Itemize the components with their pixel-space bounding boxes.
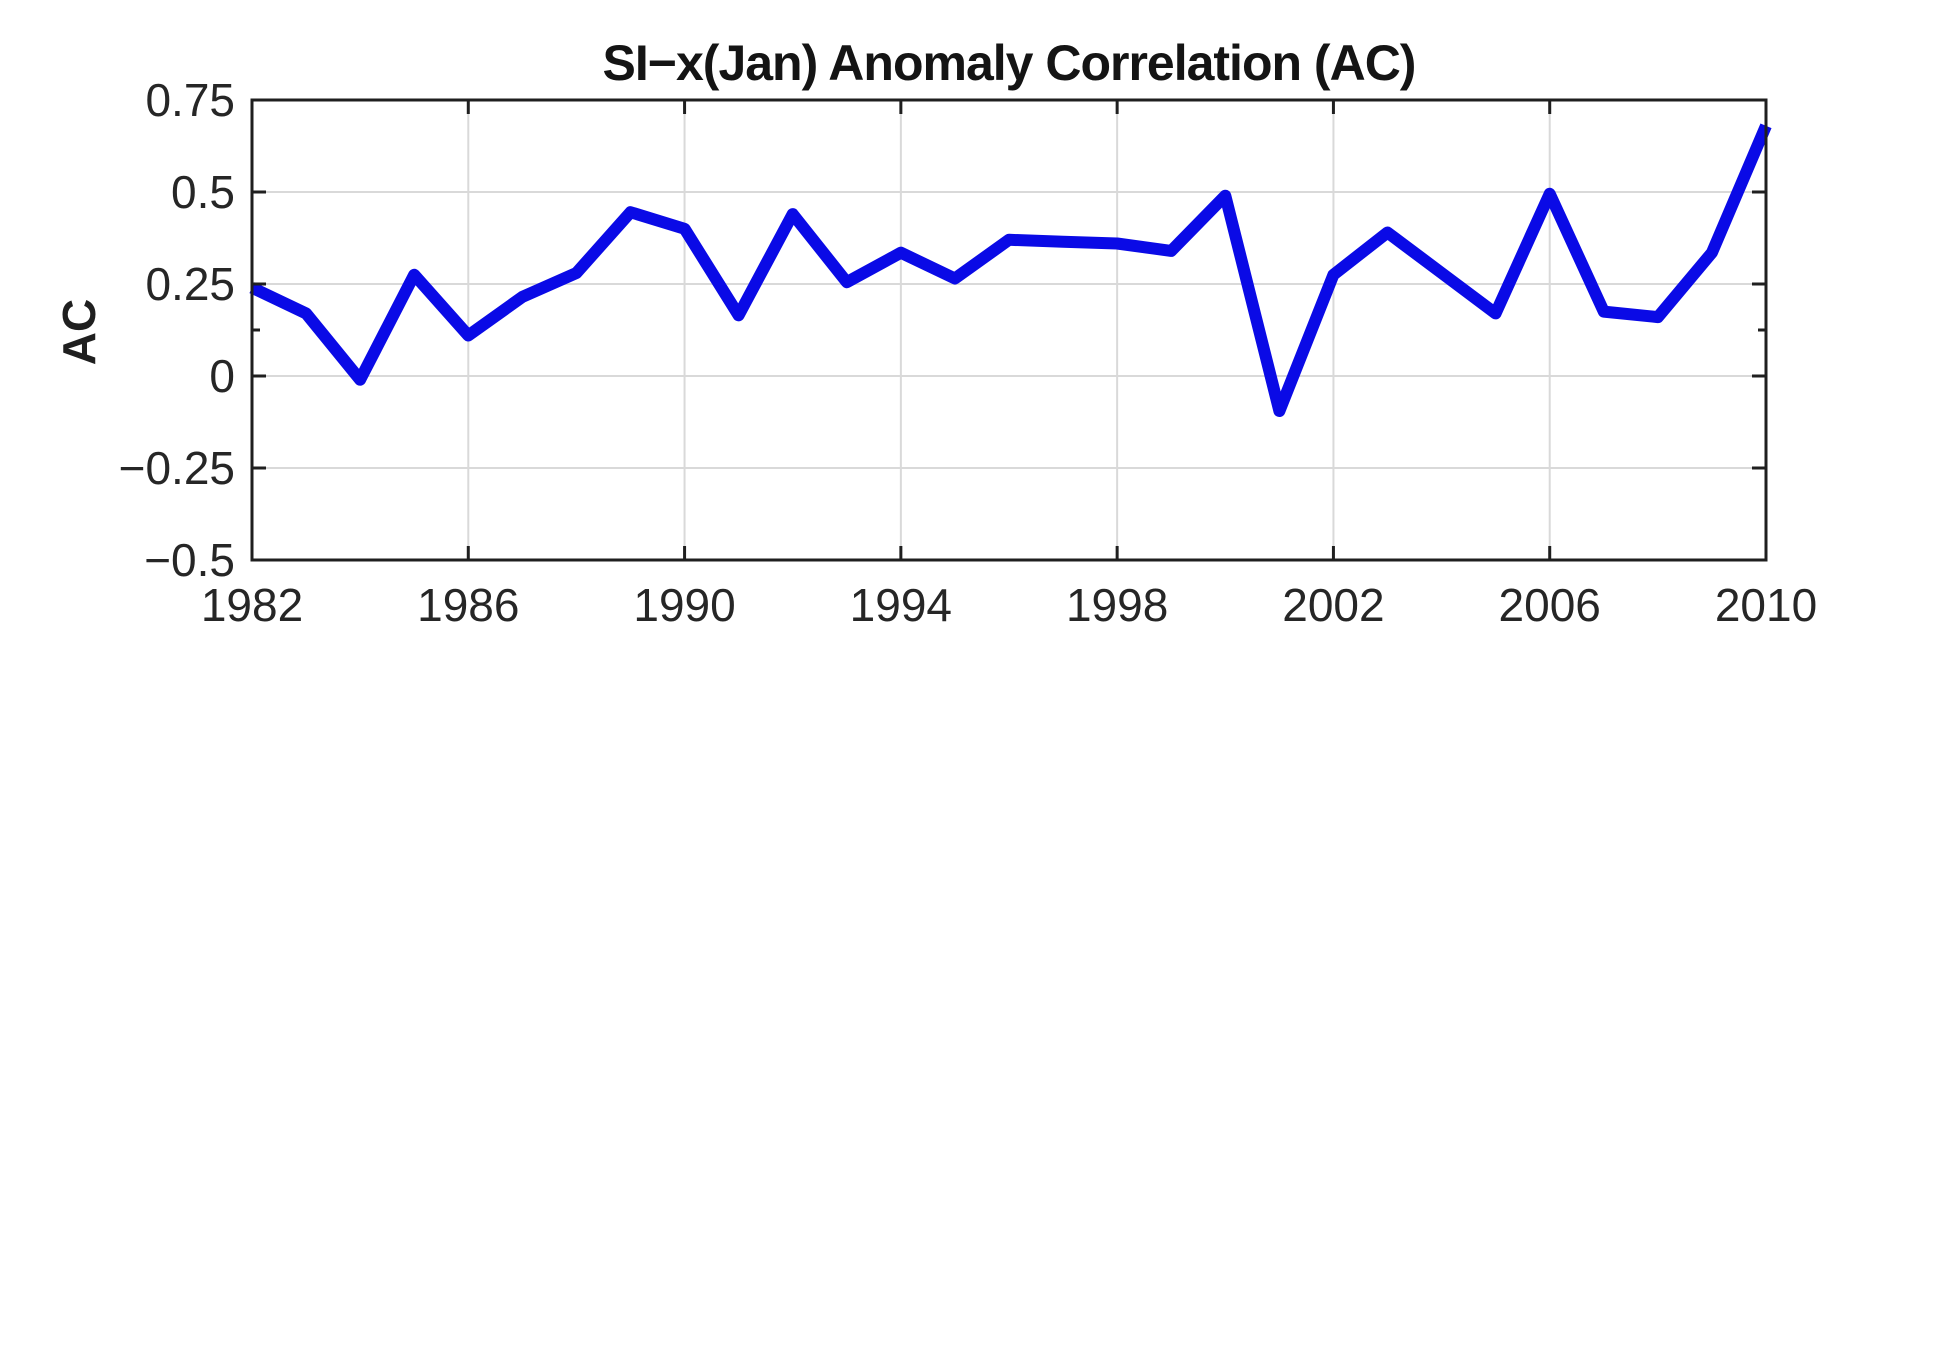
x-tick-label: 2002 bbox=[1282, 579, 1384, 631]
x-tick-label: 1986 bbox=[417, 579, 519, 631]
tick-label-layer: 1982 1986 1990 1994 1998 2002 2006 2010 0.75 0.5 0… bbox=[119, 74, 1818, 631]
y-tick-label: −0.5 bbox=[144, 534, 235, 586]
data-line-ac bbox=[249, 123, 1772, 417]
x-tick-label: 1990 bbox=[633, 579, 735, 631]
data-layer bbox=[249, 123, 1772, 417]
y-tick-label: 0.25 bbox=[145, 258, 235, 310]
chart-title: SI−x(Jan) Anomaly Correlation (AC) bbox=[603, 35, 1416, 91]
x-tick-label: 2006 bbox=[1499, 579, 1601, 631]
x-tick-label: 1994 bbox=[850, 579, 952, 631]
x-tick-label: 2010 bbox=[1715, 579, 1817, 631]
y-tick-label: 0.5 bbox=[171, 166, 235, 218]
x-tick-label: 1998 bbox=[1066, 579, 1168, 631]
y-tick-label: −0.25 bbox=[119, 442, 235, 494]
y-tick-label: 0 bbox=[209, 350, 235, 402]
y-tick-label: 0.75 bbox=[145, 74, 235, 126]
y-axis-label: AC bbox=[53, 299, 105, 365]
x-tick-label: 1982 bbox=[201, 579, 303, 631]
axis-layer bbox=[250, 98, 1768, 562]
